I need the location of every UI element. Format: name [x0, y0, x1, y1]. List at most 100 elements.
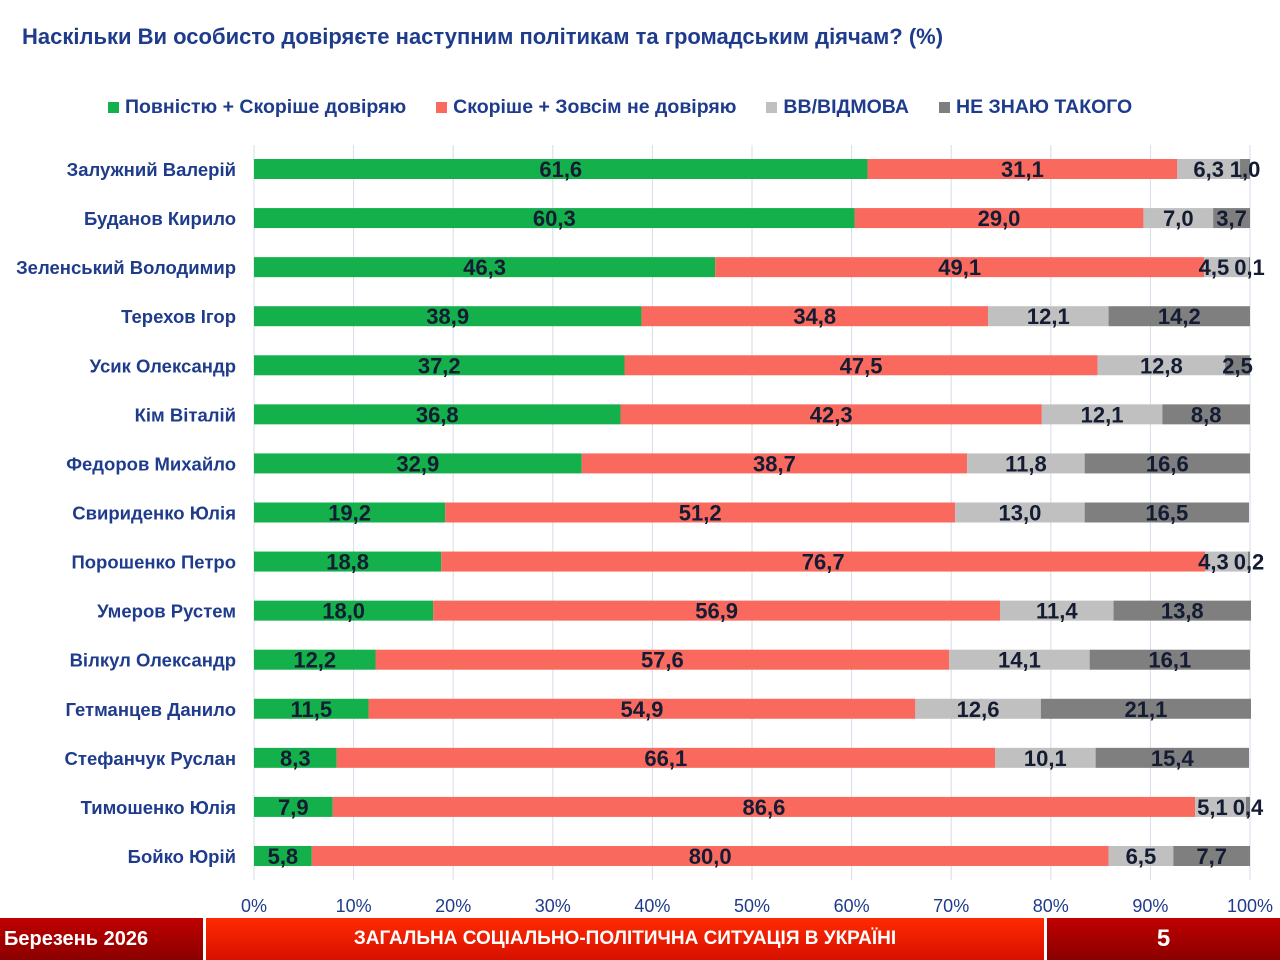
bar-segment [254, 159, 868, 179]
legend-item: Скоріше + Зовсім не довіряю [436, 96, 736, 119]
bar-segment [254, 453, 582, 474]
bar-segment [254, 355, 625, 376]
bar-segment [254, 600, 434, 621]
data-label: 12,6 [957, 697, 1000, 722]
x-tick-label: 70% [933, 896, 969, 916]
data-label: 19,2 [328, 500, 371, 525]
bar-segment [254, 404, 621, 425]
bar-segment [1204, 257, 1250, 278]
category-label: Бойко Юрій [128, 846, 236, 867]
chart-title: Наскільки Ви особисто довіряєте наступни… [22, 24, 944, 49]
data-label: 80,0 [689, 844, 732, 869]
data-label: 6,3 [1193, 157, 1224, 182]
data-label: 15,4 [1151, 746, 1195, 771]
category-label: Порошенко Петро [71, 552, 236, 573]
data-label: 3,7 [1216, 206, 1247, 231]
x-tick-label: 10% [336, 896, 372, 916]
legend-label: Повністю + Скоріше довіряю [125, 96, 407, 118]
bar-segment [1213, 208, 1250, 229]
bar-segment [1084, 502, 1250, 523]
bar-segment [949, 649, 1090, 670]
data-label: 66,1 [644, 746, 687, 771]
bar-segment [1249, 257, 1250, 278]
bar-segment [368, 698, 916, 719]
bar-segment [1113, 600, 1251, 621]
footer-page-number: 5 [1047, 918, 1280, 960]
bar-segment [988, 306, 1109, 327]
bar-segment [433, 600, 1001, 621]
data-label: 46,3 [463, 255, 506, 280]
data-label: 18,8 [326, 550, 369, 575]
x-tick-label: 20% [435, 896, 471, 916]
data-label: 8,8 [1191, 402, 1222, 427]
data-label: 14,1 [998, 648, 1041, 673]
footer-date: Березень 2026 [0, 918, 203, 960]
data-label: 56,9 [695, 599, 738, 624]
bar-segment [254, 502, 446, 523]
data-label: 12,2 [293, 648, 336, 673]
category-label: Стефанчук Руслан [65, 748, 236, 769]
bar-segment [445, 502, 956, 523]
data-label: 11,5 [290, 697, 332, 722]
data-label: 57,6 [641, 648, 684, 673]
bar-segment [254, 845, 312, 866]
data-label: 5,8 [268, 844, 299, 869]
bar-segment [254, 551, 442, 572]
bar-segment [1240, 159, 1250, 179]
legend-swatch [939, 102, 951, 113]
bar-segment [1173, 845, 1250, 866]
data-label: 11,8 [1005, 451, 1047, 476]
bar-segment [1162, 404, 1250, 425]
bar-segment [641, 306, 989, 327]
legend-label: Скоріше + Зовсім не довіряю [453, 96, 737, 118]
bar-segment [336, 747, 996, 768]
data-label: 0,4 [1233, 795, 1264, 820]
x-tick-label: 90% [1132, 896, 1168, 916]
data-label: 7,9 [278, 795, 309, 820]
data-label: 29,0 [978, 206, 1021, 231]
bar-segment [1089, 649, 1250, 670]
data-label: 5,1 [1197, 795, 1228, 820]
bar-segment [1108, 306, 1250, 327]
x-tick-label: 30% [535, 896, 571, 916]
data-label: 60,3 [533, 206, 576, 231]
bar-segment [715, 257, 1205, 278]
category-label: Терехов Ігор [121, 306, 236, 327]
bar-segment [254, 257, 716, 278]
bar-segment [624, 355, 1098, 376]
bar-segment [1248, 551, 1250, 572]
bar-segment [311, 845, 1109, 866]
bar-segment [441, 551, 1206, 572]
legend-swatch [766, 102, 778, 113]
data-label: 42,3 [810, 402, 853, 427]
category-label: Умеров Рустем [97, 601, 236, 622]
x-tick-label: 80% [1033, 896, 1069, 916]
bar-segment [1040, 698, 1251, 719]
bar-segment [254, 796, 333, 817]
bar-segment [620, 404, 1042, 425]
data-label: 1,0 [1230, 157, 1261, 182]
bar-segment [1177, 159, 1241, 179]
data-label: 0,2 [1234, 550, 1265, 575]
bar-segment [1205, 551, 1249, 572]
data-label: 10,1 [1024, 746, 1067, 771]
data-label: 16,1 [1148, 648, 1191, 673]
category-label: Вілкул Олександр [70, 650, 236, 671]
x-tick-label: 40% [634, 896, 670, 916]
legend-item: НЕ ЗНАЮ ТАКОГО [939, 96, 1132, 119]
data-label: 0,1 [1234, 255, 1265, 280]
bar-segment [375, 649, 950, 670]
category-label: Федоров Михайло [66, 453, 236, 474]
category-label: Тимошенко Юлія [81, 797, 236, 818]
data-label: 21,1 [1125, 697, 1168, 722]
legend-swatch [436, 102, 448, 113]
data-label: 31,1 [1001, 157, 1044, 182]
x-tick-label: 100% [1227, 896, 1273, 916]
bar-segment [581, 453, 968, 474]
data-label: 6,5 [1126, 844, 1157, 869]
category-label: Кім Віталій [135, 404, 236, 425]
x-tick-label: 60% [834, 896, 870, 916]
category-label: Зеленський Володимир [16, 257, 236, 278]
data-label: 12,8 [1140, 353, 1183, 378]
bar-segment [915, 698, 1041, 719]
